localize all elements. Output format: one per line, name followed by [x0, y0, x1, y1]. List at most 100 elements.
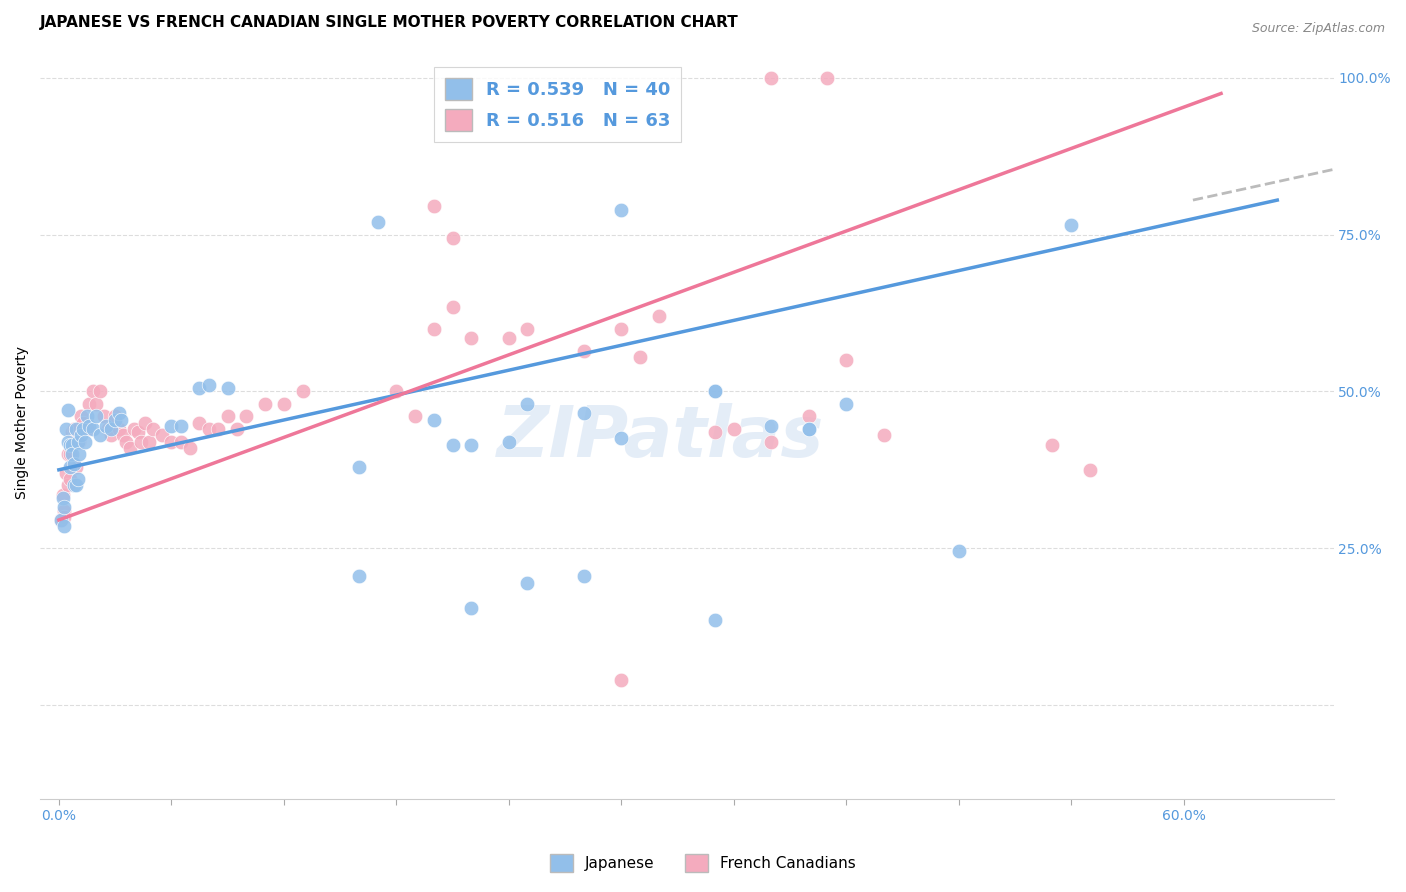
Point [723, 422, 745, 436]
Point [188, 416, 211, 430]
Point [53, 519, 76, 533]
Point [703, 384, 725, 399]
Point [108, 406, 131, 420]
Point [66, 434, 89, 449]
Point [404, 409, 426, 424]
Point [94, 418, 117, 433]
Point [610, 432, 633, 446]
Point [142, 422, 165, 436]
Point [120, 441, 142, 455]
Point [108, 422, 131, 436]
Point [72, 416, 94, 430]
Point [59, 447, 82, 461]
Point [60, 459, 83, 474]
Point [63, 422, 86, 436]
Point [70, 428, 93, 442]
Point [1078, 463, 1101, 477]
Point [703, 384, 725, 399]
Point [460, 331, 482, 345]
Point [498, 434, 520, 449]
Point [110, 412, 132, 426]
Text: ZIPatlas: ZIPatlas [498, 403, 825, 472]
Point [188, 381, 211, 395]
Point [65, 422, 87, 436]
Point [516, 321, 538, 335]
Point [217, 409, 239, 424]
Point [53, 503, 76, 517]
Point [134, 416, 156, 430]
Point [86, 409, 108, 424]
Point [75, 422, 97, 436]
Point [815, 70, 838, 85]
Point [65, 478, 87, 492]
Point [70, 409, 93, 424]
Text: JAPANESE VS FRENCH CANADIAN SINGLE MOTHER POVERTY CORRELATION CHART: JAPANESE VS FRENCH CANADIAN SINGLE MOTHE… [41, 15, 740, 30]
Point [628, 350, 651, 364]
Point [49, 513, 72, 527]
Point [610, 202, 633, 217]
Point [63, 434, 86, 449]
Point [53, 500, 76, 515]
Point [82, 422, 104, 436]
Point [198, 378, 221, 392]
Point [610, 321, 633, 335]
Legend: R = 0.539   N = 40, R = 0.516   N = 63: R = 0.539 N = 40, R = 0.516 N = 63 [433, 67, 682, 142]
Point [226, 422, 249, 436]
Point [65, 434, 87, 449]
Point [423, 412, 446, 426]
Point [797, 422, 820, 436]
Point [69, 447, 91, 461]
Point [93, 409, 115, 424]
Point [59, 472, 82, 486]
Point [111, 428, 134, 442]
Point [441, 231, 464, 245]
Point [441, 438, 464, 452]
Point [498, 331, 520, 345]
Point [423, 321, 446, 335]
Point [179, 441, 201, 455]
Legend: Japanese, French Canadians: Japanese, French Canadians [543, 846, 863, 880]
Point [58, 434, 80, 449]
Point [170, 418, 193, 433]
Point [516, 397, 538, 411]
Point [460, 438, 482, 452]
Point [58, 447, 80, 461]
Point [138, 434, 160, 449]
Point [53, 509, 76, 524]
Point [1060, 218, 1083, 232]
Point [160, 418, 183, 433]
Point [97, 422, 120, 436]
Point [703, 425, 725, 439]
Point [797, 422, 820, 436]
Point [49, 513, 72, 527]
Point [100, 422, 122, 436]
Point [441, 300, 464, 314]
Point [385, 384, 408, 399]
Point [170, 434, 193, 449]
Point [127, 425, 149, 439]
Point [273, 397, 295, 411]
Point [86, 397, 108, 411]
Point [759, 418, 782, 433]
Point [77, 397, 100, 411]
Point [76, 409, 98, 424]
Point [572, 569, 595, 583]
Point [60, 447, 83, 461]
Point [367, 215, 389, 229]
Y-axis label: Single Mother Poverty: Single Mother Poverty [15, 346, 30, 500]
Point [75, 434, 97, 449]
Point [347, 459, 370, 474]
Point [647, 309, 669, 323]
Point [872, 428, 894, 442]
Point [460, 600, 482, 615]
Point [235, 409, 257, 424]
Point [291, 384, 314, 399]
Point [423, 199, 446, 213]
Point [347, 569, 370, 583]
Point [66, 472, 89, 486]
Point [77, 418, 100, 433]
Point [59, 459, 82, 474]
Point [254, 397, 277, 411]
Point [948, 544, 970, 558]
Point [160, 434, 183, 449]
